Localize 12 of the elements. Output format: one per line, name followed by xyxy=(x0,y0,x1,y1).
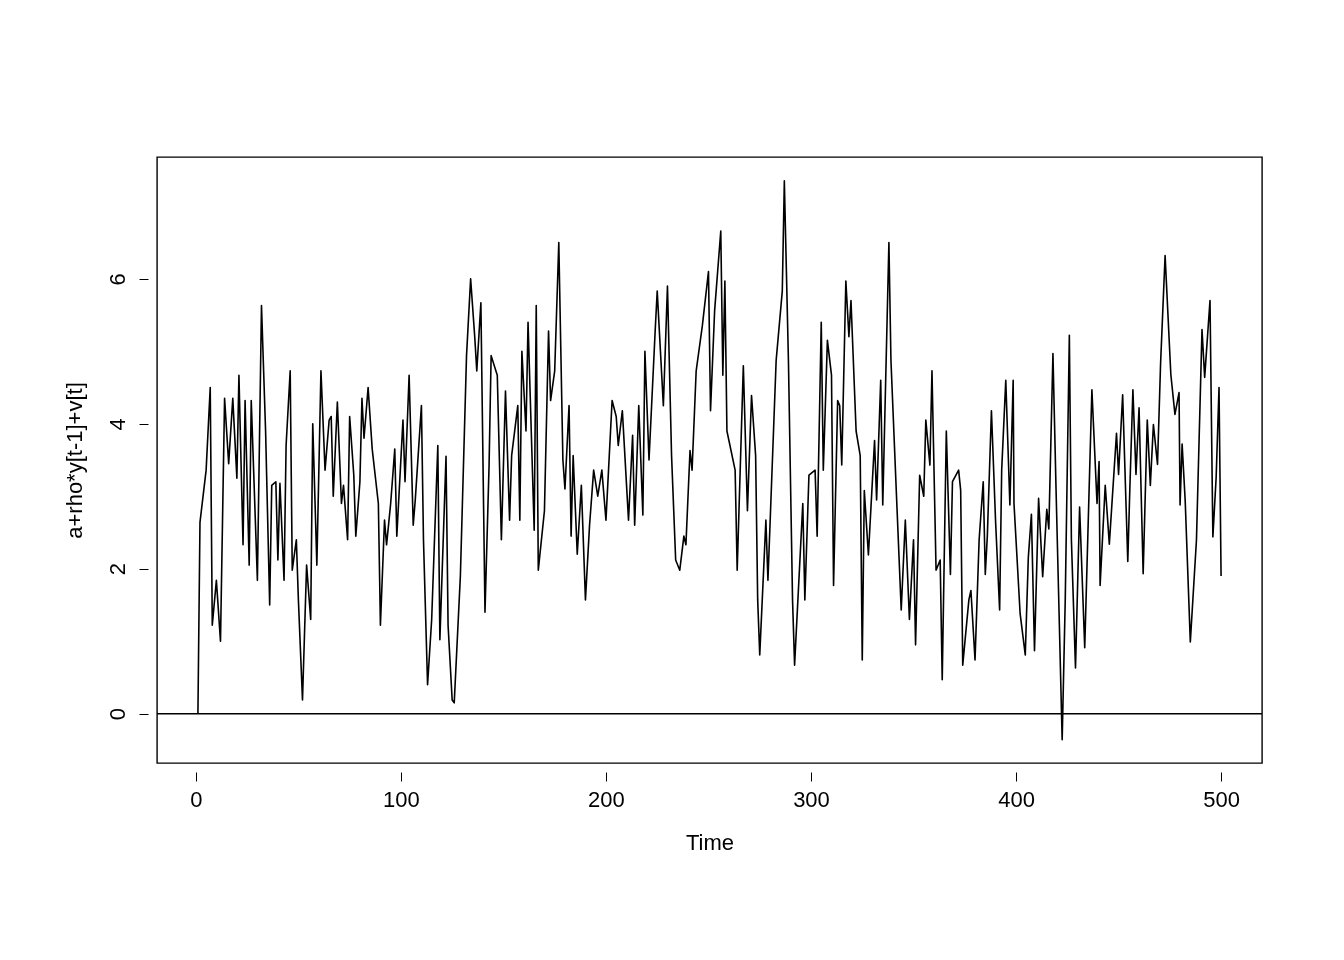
x-tick-label: 100 xyxy=(383,786,420,812)
x-tick-label: 200 xyxy=(588,786,625,812)
x-tick-label: 0 xyxy=(190,786,203,812)
y-axis-title: a+rho*y[t-1]+v[t] xyxy=(61,382,87,539)
x-tick-label: 400 xyxy=(998,786,1035,812)
x-tick-label: 500 xyxy=(1203,786,1240,812)
x-tick-label: 300 xyxy=(793,786,830,812)
y-tick-label: 6 xyxy=(104,273,130,286)
y-tick-label: 2 xyxy=(104,563,130,576)
y-tick-label: 4 xyxy=(104,418,130,431)
y-tick-label: 0 xyxy=(104,708,130,721)
x-axis-title: Time xyxy=(685,829,735,855)
